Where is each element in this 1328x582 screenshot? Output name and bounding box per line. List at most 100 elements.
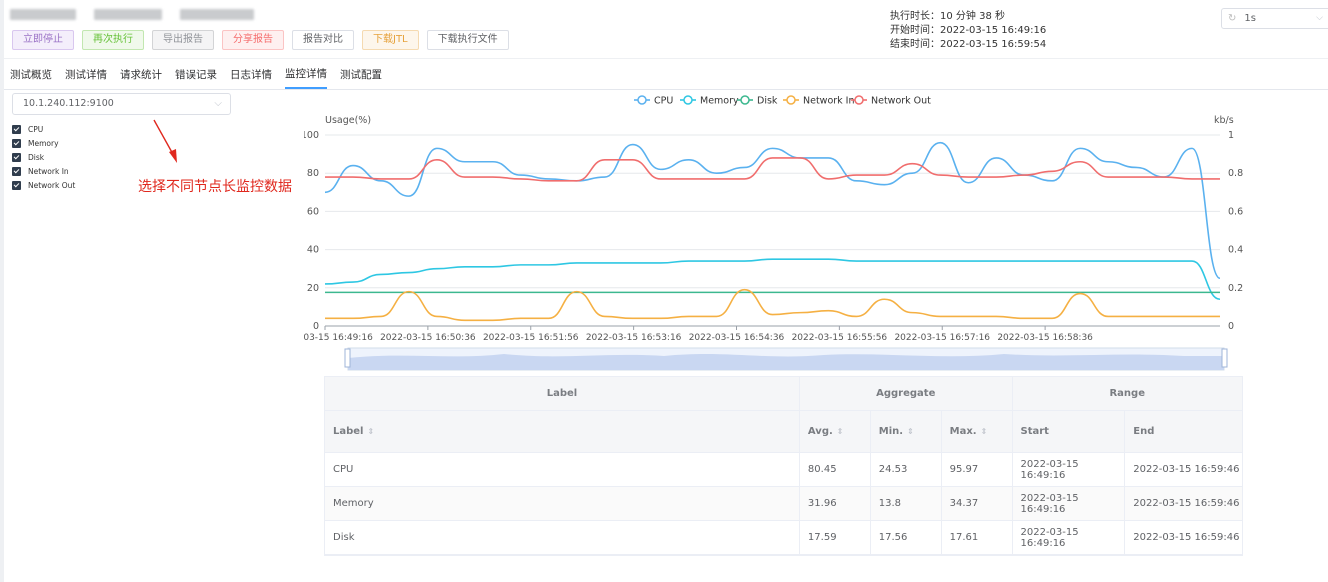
metric-checkbox-list: CPU Memory Disk Network In Network Out — [12, 122, 75, 192]
execution-info: 执行时长：10 分钟 38 秒 开始时间：2022-03-15 16:49:16… — [890, 10, 1046, 52]
metric-checkbox-4[interactable]: Network Out — [12, 178, 75, 192]
metric-checkbox-2[interactable]: Disk — [12, 150, 75, 164]
tab-6[interactable]: 测试配置 — [340, 69, 382, 81]
checkbox-checked-icon[interactable] — [12, 138, 21, 148]
x-tick-label: 2022-03-15 16:55:56 — [792, 333, 888, 343]
sort-icon[interactable]: ⇕ — [836, 427, 844, 436]
refresh-interval-select[interactable]: ↻ 1s ⌵ — [1221, 8, 1328, 29]
breadcrumb — [10, 9, 254, 20]
chart-ticks: 0 20 40 60 80 100 0 0.2 0.4 0.6 0.8 1 2022-03-15 16:… — [304, 130, 1243, 343]
table-cell: 2022-03-15 16:59:46 — [1133, 532, 1240, 543]
tab-3[interactable]: 错误记录 — [175, 69, 217, 81]
group-header-label: Label — [325, 377, 800, 410]
legend-marker-icon — [854, 95, 864, 105]
tab-4[interactable]: 日志详情 — [230, 69, 272, 81]
share-report-button[interactable]: 分享报告 — [222, 30, 284, 50]
sort-icon[interactable]: ⇕ — [907, 427, 914, 436]
checkbox-checked-icon[interactable] — [12, 124, 21, 134]
table-group-header: Label Aggregate Range — [325, 377, 1242, 411]
sort-icon[interactable]: ⇕ — [367, 427, 375, 436]
table-body: CPU 80.45 24.53 95.97 2022-03-15 16:49:16 202… — [325, 453, 1242, 555]
start-time-value: 2022-03-15 16:49:16 — [940, 25, 1047, 36]
legend-label[interactable]: Network In — [803, 96, 855, 107]
tab-5[interactable]: 监控详情 — [285, 59, 327, 89]
y-left-tick-label: 100 — [304, 130, 319, 141]
tab-1[interactable]: 测试详情 — [65, 69, 107, 81]
metric-checkbox-3[interactable]: Network In — [12, 164, 75, 178]
y-right-tick-label: 1 — [1228, 130, 1234, 141]
zoom-handle-left[interactable] — [344, 348, 351, 368]
table-cell: 2022-03-15 16:49:16 — [1013, 487, 1126, 520]
annotation-arrow-head — [169, 149, 177, 163]
y-right-tick-label: 0.2 — [1228, 283, 1243, 294]
y-right-tick-label: 0.8 — [1228, 168, 1243, 179]
x-tick-label: 2022-03-15 16:53:16 — [586, 333, 682, 343]
legend-label[interactable]: Disk — [757, 96, 778, 107]
node-select[interactable]: 10.1.240.112:9100 ⌵ — [12, 93, 231, 115]
column-header-min[interactable]: Min. ⇕ — [871, 411, 942, 452]
checkbox-checked-icon[interactable] — [12, 180, 21, 190]
start-time-row: 开始时间：2022-03-15 16:49:16 — [890, 25, 1047, 36]
duration-row: 执行时长：10 分钟 38 秒 — [890, 11, 1005, 22]
metric-checkbox-label: Memory — [28, 138, 59, 148]
metric-checkbox-1[interactable]: Memory — [12, 136, 75, 150]
annotation-arrow — [153, 119, 177, 163]
table-row: Memory 31.96 13.8 34.37 2022-03-15 16:49:16 2… — [325, 487, 1242, 521]
x-tick-label: 2022-03-15 16:51:56 — [483, 333, 579, 343]
legend-label[interactable]: Memory — [700, 96, 739, 107]
y-left-tick-label: 80 — [307, 168, 319, 179]
stop-button[interactable]: 立即停止 — [12, 30, 74, 50]
column-header-avg[interactable]: Avg. ⇕ — [800, 411, 871, 452]
tab-0[interactable]: 测试概览 — [10, 69, 52, 81]
download-jtl-button[interactable]: 下载JTL — [362, 30, 419, 50]
node-select-value: 10.1.240.112:9100 — [23, 98, 114, 109]
table-cell: 95.97 — [942, 453, 1013, 486]
checkbox-checked-icon[interactable] — [12, 152, 21, 162]
metric-checkbox-label: Network In — [28, 166, 69, 176]
zoom-handle-right[interactable] — [1221, 348, 1228, 368]
rerun-button[interactable]: 再次执行 — [82, 30, 144, 50]
blurred-project-name — [10, 9, 76, 20]
table-column-header: Label ⇕ Avg. ⇕ Min. ⇕ Max. ⇕ Start End — [325, 411, 1242, 453]
compare-report-button[interactable]: 报告对比 — [292, 30, 354, 50]
x-tick-label: 2022-03-15 16:49:16 — [304, 333, 373, 343]
metric-checkbox-0[interactable]: CPU — [12, 122, 75, 136]
legend-marker-icon — [683, 95, 693, 105]
table-cell: 31.96 — [800, 487, 871, 520]
metric-checkbox-label: CPU — [28, 124, 44, 134]
download-files-button[interactable]: 下载执行文件 — [426, 30, 509, 50]
table-cell: 24.53 — [871, 453, 942, 486]
table-cell: 17.61 — [942, 521, 1013, 554]
series-line-network-out — [325, 157, 1220, 182]
table-cell: 80.45 — [800, 453, 871, 486]
x-tick-label: 2022-03-15 16:58:36 — [997, 333, 1093, 343]
legend-marker-icon — [637, 95, 647, 105]
export-report-button[interactable]: 导出报告 — [152, 30, 214, 50]
metric-checkbox-label: Network Out — [28, 180, 76, 190]
y-right-tick-label: 0.6 — [1228, 206, 1243, 217]
tab-2[interactable]: 请求统计 — [120, 69, 162, 81]
duration-value: 10 分钟 38 秒 — [940, 11, 1005, 22]
end-time-value: 2022-03-15 16:59:54 — [940, 39, 1047, 50]
sort-icon[interactable]: ⇕ — [980, 427, 988, 436]
x-tick-label: 2022-03-15 16:54:36 — [689, 333, 785, 343]
table-cell: Memory — [325, 487, 800, 520]
table-row: CPU 80.45 24.53 95.97 2022-03-15 16:49:16 202… — [325, 453, 1242, 487]
zoom-slider[interactable] — [344, 347, 1228, 371]
table-cell: 2022-03-15 16:59:46 — [1133, 498, 1240, 509]
legend-marker-icon — [740, 95, 750, 105]
checkbox-checked-icon[interactable] — [12, 166, 21, 176]
table-cell: 2022-03-15 16:59:46 — [1133, 464, 1240, 475]
annotation-text: 选择不同节点长监控数据 — [138, 179, 292, 195]
column-header-end: End — [1133, 426, 1155, 437]
refresh-interval-value: 1s — [1244, 13, 1256, 24]
y-right-axis-label: kb/s — [1214, 115, 1234, 126]
column-header-label[interactable]: Label ⇕ — [325, 411, 800, 452]
legend-label[interactable]: CPU — [654, 96, 673, 107]
chevron-down-icon: ⌵ — [1316, 13, 1323, 23]
legend-label[interactable]: Network Out — [871, 96, 931, 107]
chevron-down-icon: ⌵ — [214, 98, 222, 109]
column-header-max[interactable]: Max. ⇕ — [942, 411, 1013, 452]
y-right-tick-label: 0 — [1228, 321, 1234, 332]
